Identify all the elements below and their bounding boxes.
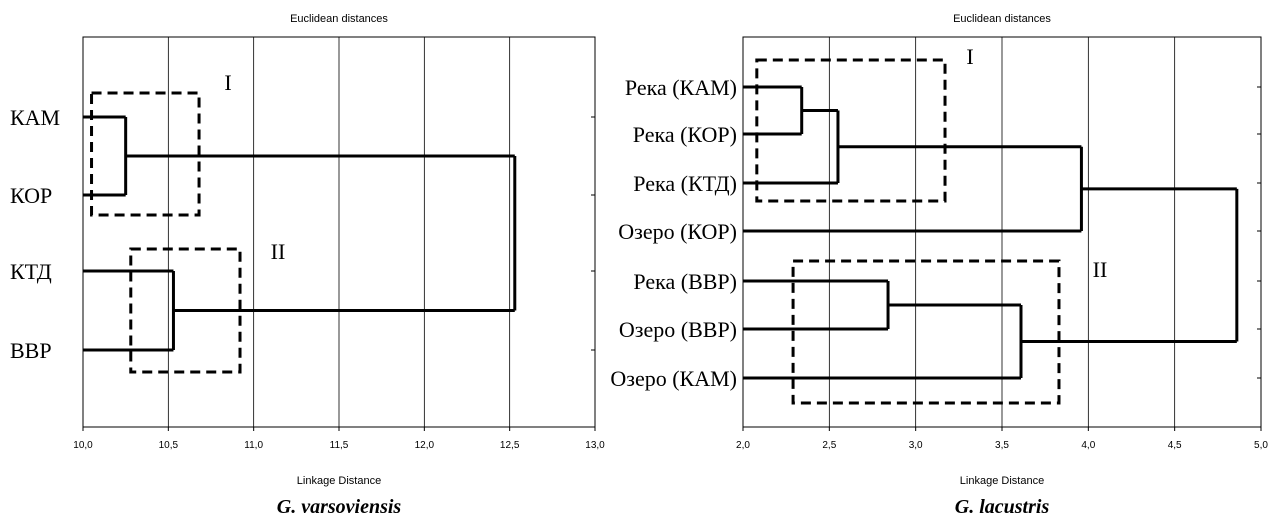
cluster-label: II [271,239,286,264]
cluster-box [90,91,201,217]
leaf-label: Река (КОР) [633,122,737,147]
chart-title: Euclidean distances [290,13,388,25]
leaf-label: КОР [10,183,52,208]
x-axis-label: Linkage Distance [297,475,381,487]
dendrogram-panel-1: 10,0 10,5 11,0 11,5 12,0 12,5 13,0 Euclidean di… [10,13,605,518]
leaf-label: Река (КТД) [633,171,737,196]
cluster-box [129,247,242,374]
cluster-box [755,58,947,203]
dendrogram-panel-2: 2,0 2,5 3,0 3,5 4,0 4,5 5,0 Euclidean distances… [610,13,1268,518]
x-tick-label: 2,5 [822,440,836,451]
x-tick-label: 11,5 [330,440,349,451]
leaf-label: Озеро (КОР) [618,219,737,244]
x-tick-label: 12,5 [500,440,520,451]
chart-caption: G. lacustris [955,496,1050,518]
leaf-label: Озеро (ВВР) [619,317,737,342]
chart-title: Euclidean distances [953,13,1051,25]
chart-caption: G. varsoviensis [277,496,402,518]
x-tick-label: 3,0 [909,440,923,451]
leaf-label: Река (ВВР) [633,269,737,294]
x-tick-label: 2,0 [736,440,750,451]
x-axis-label: Linkage Distance [960,475,1044,487]
x-tick-label: 5,0 [1254,440,1268,451]
leaf-label: Озеро (КАМ) [610,366,737,391]
x-tick-label: 10,5 [159,440,179,451]
x-tick-label: 12,0 [415,440,435,451]
x-tick-label: 4,5 [1168,440,1182,451]
leaf-label: КАМ [10,105,60,130]
cluster-box [791,259,1061,405]
cluster-label: I [224,70,231,95]
x-tick-label: 13,0 [585,440,605,451]
x-tick-label: 4,0 [1081,440,1095,451]
x-tick-label: 11,0 [244,440,263,451]
leaf-label: Река (КАМ) [625,75,737,100]
leaf-label: КТД [10,259,52,284]
x-tick-label: 10,0 [73,440,93,451]
cluster-label: II [1093,257,1108,282]
x-tick-label: 3,5 [995,440,1009,451]
cluster-label: I [966,44,973,69]
leaf-label: ВВР [10,338,52,363]
